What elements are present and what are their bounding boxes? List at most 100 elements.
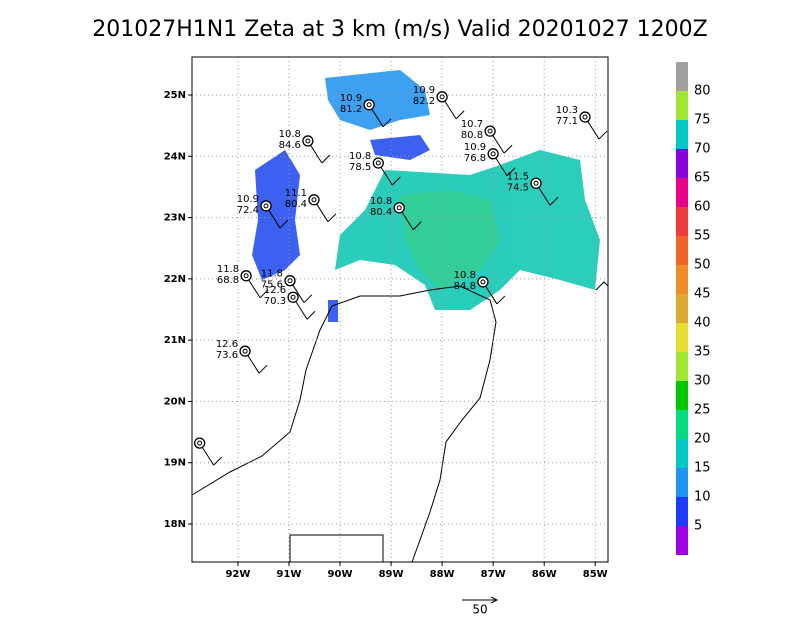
wind-barb-flag	[327, 213, 337, 223]
station-ring	[393, 202, 405, 214]
station-dot	[582, 114, 588, 120]
station-ring	[436, 91, 448, 103]
station-ring	[579, 111, 591, 123]
station-dot	[375, 160, 381, 166]
station-wind: 12.6	[216, 339, 238, 350]
coastline	[191, 285, 497, 563]
station-ring	[284, 275, 296, 287]
y-tick-label: 23N	[164, 213, 186, 224]
station-dot	[287, 278, 293, 284]
station-ring	[484, 125, 496, 137]
station-ring	[302, 135, 314, 147]
x-tick-label: 91W	[277, 569, 302, 580]
wind-barb-flag	[259, 289, 269, 299]
colorbar-label: 65	[694, 171, 711, 186]
x-tick-label: 90W	[328, 569, 353, 580]
wind-barb-flag	[258, 364, 268, 374]
x-tick-label: 92W	[225, 569, 250, 580]
x-tick-label: 89W	[379, 569, 404, 580]
colorbar-block	[676, 439, 688, 468]
wind-barb-flag	[213, 456, 223, 466]
colorbar-block	[676, 62, 688, 91]
station-dot	[263, 203, 269, 209]
colorbar-block	[676, 236, 688, 265]
colorbar-label: 75	[694, 113, 711, 128]
wind-barb-flag	[549, 196, 559, 206]
wind-barb-flag	[391, 176, 401, 186]
colorbar-block	[676, 207, 688, 236]
colorbar-label: 5	[694, 519, 702, 534]
colorbar-label: 70	[694, 142, 711, 157]
field-blue	[252, 150, 300, 280]
y-tick-label: 24N	[164, 151, 186, 162]
y-tick-label: 19N	[164, 458, 186, 469]
station-wind: 10.7	[461, 119, 483, 130]
colorbar-block	[676, 265, 688, 294]
station-wind: 11.5	[507, 171, 529, 182]
station-wind: 10.8	[454, 270, 476, 281]
wind-barb-flag	[506, 167, 516, 177]
station-dot	[243, 273, 249, 279]
colorbar-block	[676, 526, 688, 555]
reference-arrowhead	[490, 596, 499, 604]
x-tick-label: 87W	[481, 569, 506, 580]
station-dot	[396, 205, 402, 211]
station-wind: 10.8	[349, 151, 371, 162]
station-wind: 11.8	[217, 264, 239, 275]
y-tick-label: 22N	[164, 274, 186, 285]
wind-barb-flag	[306, 310, 316, 320]
station-ring	[239, 345, 251, 357]
wind-barb-flag	[382, 118, 392, 128]
station-ring	[308, 194, 320, 206]
station-ring	[530, 177, 542, 189]
station-pressure: 78.5	[349, 162, 371, 173]
station-wind: 10.8	[279, 129, 301, 140]
y-tick-label: 25N	[164, 90, 186, 101]
station-wind: 10.8	[370, 196, 392, 207]
station-pressure: 84.6	[279, 140, 301, 151]
station-ring	[487, 148, 499, 160]
field-lightblue	[325, 70, 430, 130]
colorbar-label: 20	[694, 432, 711, 447]
station-pressure: 68.8	[217, 275, 239, 286]
coastline-cuba	[595, 281, 609, 291]
colorbar-label: 80	[694, 84, 711, 99]
station-dot	[290, 294, 296, 300]
station-dot	[480, 279, 486, 285]
wind-barb-flag	[598, 130, 608, 140]
x-tick-label: 85W	[583, 569, 608, 580]
colorbar-block	[676, 497, 688, 526]
wind-barb-flag	[303, 294, 313, 304]
station-dot	[490, 151, 496, 157]
title: 201027H1N1 Zeta at 3 km (m/s) Valid 2020…	[92, 17, 707, 42]
station-wind: 11.8	[261, 269, 283, 280]
station-ring	[477, 276, 489, 288]
station-wind: 10.3	[556, 105, 578, 116]
reference-label: 50	[472, 603, 487, 617]
station-pressure: 76.8	[464, 153, 486, 164]
colorbar-label: 60	[694, 200, 711, 215]
station-pressure: 74.5	[507, 182, 529, 193]
station-pressure: 75.6	[261, 280, 283, 291]
colorbar-block	[676, 381, 688, 410]
colorbar-block	[676, 120, 688, 149]
wind-barb-flag	[412, 221, 422, 231]
colorbar-label: 45	[694, 287, 711, 302]
station-dot	[305, 138, 311, 144]
station-pressure: 84.8	[454, 281, 476, 292]
station-wind: 11.1	[285, 188, 307, 199]
station-pressure: 73.6	[216, 350, 238, 361]
colorbar-label: 55	[694, 229, 711, 244]
station-ring	[260, 200, 272, 212]
station-wind: 12.6	[264, 285, 286, 296]
station-pressure: 80.4	[370, 207, 392, 218]
station-wind: 10.9	[464, 142, 486, 153]
station-pressure: 77.1	[556, 116, 578, 127]
station-ring	[194, 437, 206, 449]
wind-barb-flag	[455, 110, 465, 120]
colorbar-label: 35	[694, 345, 711, 360]
colorbar-block	[676, 410, 688, 439]
colorbar-label: 50	[694, 258, 711, 273]
colorbar-block	[676, 294, 688, 323]
